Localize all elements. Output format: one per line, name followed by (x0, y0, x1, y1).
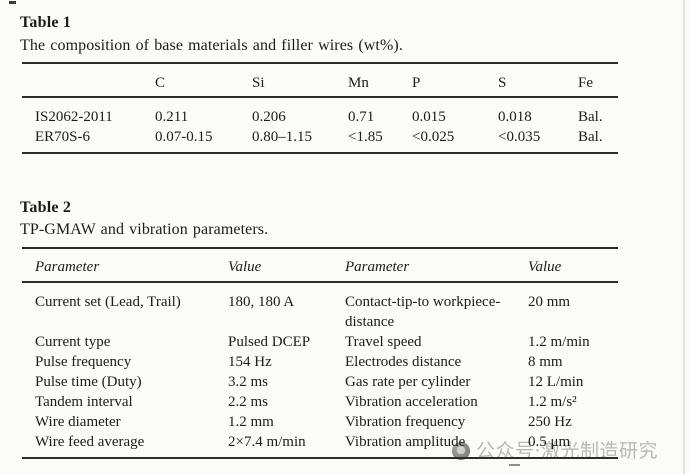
value-cell: 1.2 mm (228, 414, 274, 430)
parameter-cell: Current type (35, 334, 111, 350)
table-row: ER70S-6 0.07-0.15 0.80–1.15 <1.85 <0.025… (22, 127, 618, 153)
value-cell: 12 L/min (528, 374, 584, 390)
table-row: IS2062-2011 0.211 0.206 0.71 0.015 0.018… (22, 97, 618, 127)
parameter-cell: Vibration acceleration (345, 394, 478, 410)
table-cell: 0.018 (498, 109, 532, 125)
column-header: P (399, 63, 485, 98)
parameter-cell: Tandem interval (35, 394, 133, 410)
parameter-cell: Travel speed (345, 334, 422, 350)
table-cell: 0.80–1.15 (252, 129, 312, 145)
value-cell: 1.2 m/s² (528, 394, 577, 410)
value-cell: Pulsed DCEP (228, 334, 311, 350)
parameter-cell: Vibration frequency (345, 414, 466, 430)
table-cell: 0.211 (155, 109, 189, 125)
column-header: Parameter (332, 248, 515, 283)
parameter-cell: Wire feed average (35, 434, 145, 450)
table1-caption: The composition of base materials and fi… (20, 37, 403, 54)
value-cell: 154 Hz (228, 354, 272, 370)
table-cell: <0.035 (498, 129, 541, 145)
parameter-cell: Pulse frequency (35, 354, 132, 370)
scan-artifact-dash (509, 464, 520, 466)
row-label: ER70S-6 (35, 129, 91, 145)
table-cell: 0.07-0.15 (155, 129, 213, 145)
column-header: Fe (565, 63, 618, 98)
table-cell: Bal. (578, 129, 603, 145)
value-cell: 20 mm (528, 294, 571, 310)
value-cell: 250 Hz (528, 414, 572, 430)
parameter-cell: Pulse time (Duty) (35, 374, 142, 390)
page-edge-line (683, 0, 685, 474)
column-header: Value (215, 248, 332, 283)
value-cell: 0.5 μm (528, 434, 571, 450)
table-row: Current set (Lead, Trail) 180, 180 A Con… (22, 282, 618, 332)
value-cell: 2.2 ms (228, 394, 269, 410)
table-row: Current type Pulsed DCEP Travel speed 1.… (22, 332, 618, 352)
table1-header-row: C Si Mn P S Fe (22, 63, 618, 98)
column-header (22, 63, 142, 98)
value-cell: 180, 180 A (228, 294, 295, 310)
column-header: C (142, 63, 239, 98)
table-row: Tandem interval 2.2 ms Vibration acceler… (22, 392, 618, 412)
table-row: Pulse frequency 154 Hz Electrodes distan… (22, 352, 618, 372)
table1: C Si Mn P S Fe IS2062-2011 0.211 0.206 0… (22, 62, 618, 154)
table2-caption: TP-GMAW and vibration parameters. (20, 221, 269, 238)
row-label: IS2062-2011 (35, 109, 113, 125)
column-header: Mn (335, 63, 399, 98)
table2-label: Table 2 (20, 199, 72, 216)
table-cell: 0.206 (252, 109, 286, 125)
column-header: S (485, 63, 565, 98)
table1-label: Table 1 (20, 14, 72, 31)
value-cell: 8 mm (528, 354, 563, 370)
scan-artifact-mark (9, 1, 16, 4)
column-header: Si (239, 63, 335, 98)
parameter-cell: Current set (Lead, Trail) (35, 294, 181, 310)
value-cell: 2×7.4 m/min (228, 434, 306, 450)
table-row: Wire feed average 2×7.4 m/min Vibration … (22, 432, 618, 458)
column-header: Value (515, 248, 618, 283)
table-cell: 0.015 (412, 109, 446, 125)
table-cell: <1.85 (348, 129, 383, 145)
table-cell: <0.025 (412, 129, 455, 145)
table2: Parameter Value Parameter Value Current … (22, 247, 618, 459)
value-cell: 3.2 ms (228, 374, 269, 390)
table-row: Wire diameter 1.2 mm Vibration frequency… (22, 412, 618, 432)
table-cell: Bal. (578, 109, 603, 125)
table-cell: 0.71 (348, 109, 375, 125)
parameter-cell: Contact-tip-to workpiece-distance (345, 294, 501, 330)
value-cell: 1.2 m/min (528, 334, 590, 350)
column-header: Parameter (22, 248, 215, 283)
parameter-cell: Vibration amplitude (345, 434, 466, 450)
parameter-cell: Electrodes distance (345, 354, 462, 370)
parameter-cell: Wire diameter (35, 414, 121, 430)
table-row: Pulse time (Duty) 3.2 ms Gas rate per cy… (22, 372, 618, 392)
parameter-cell: Gas rate per cylinder (345, 374, 471, 390)
table2-header-row: Parameter Value Parameter Value (22, 248, 618, 283)
